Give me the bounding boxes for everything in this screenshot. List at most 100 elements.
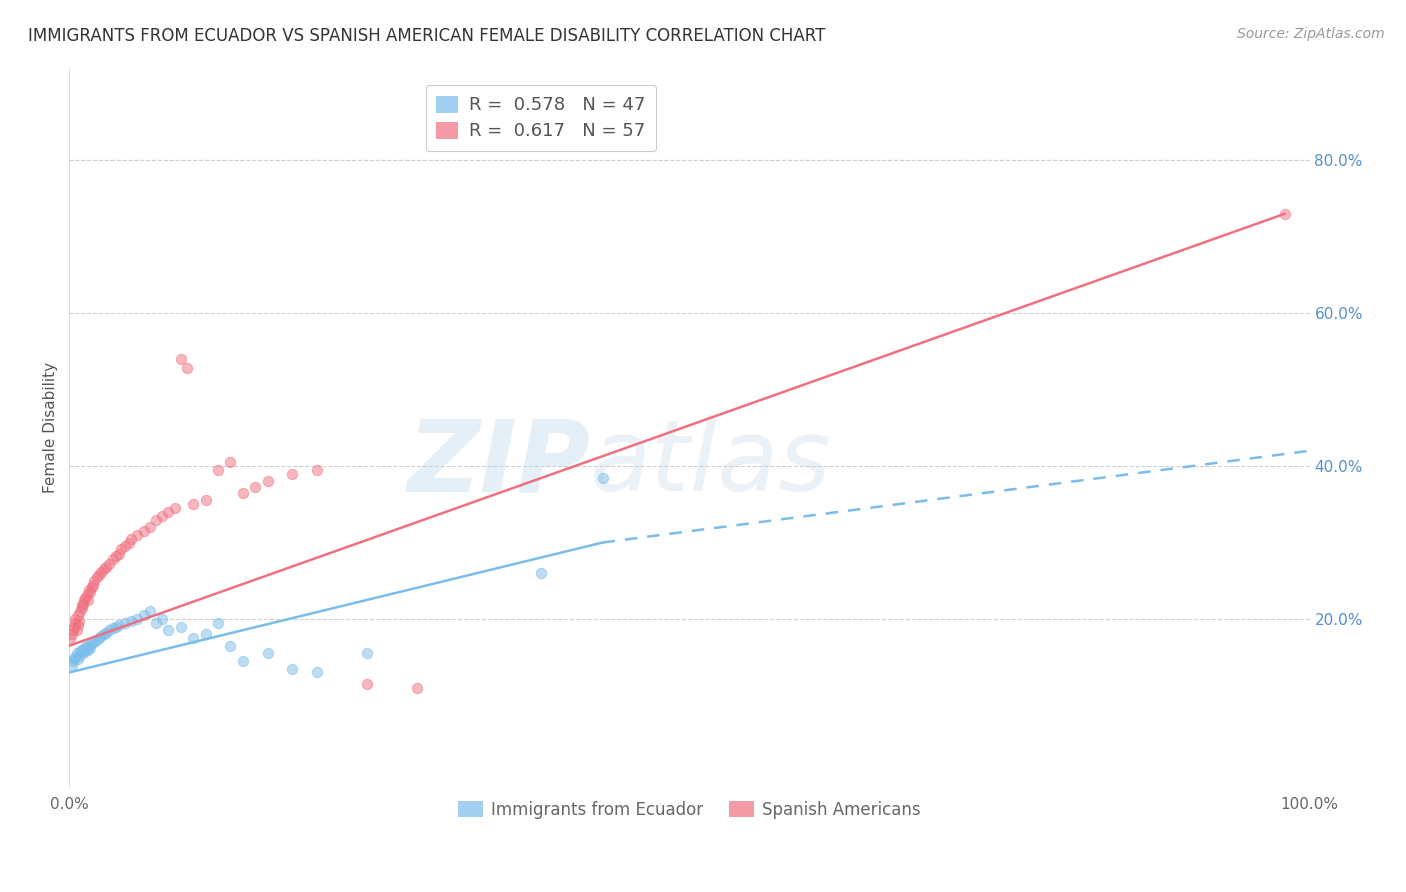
Point xyxy=(62,624,84,638)
Point xyxy=(181,631,204,645)
Point xyxy=(87,631,110,645)
Point xyxy=(69,604,91,618)
Point xyxy=(86,633,108,648)
Point xyxy=(69,644,91,658)
Point xyxy=(72,646,94,660)
Point xyxy=(93,562,115,576)
Point xyxy=(108,547,131,561)
Point xyxy=(592,470,614,484)
Point xyxy=(67,614,90,628)
Point xyxy=(207,463,229,477)
Point xyxy=(127,528,149,542)
Point xyxy=(150,508,173,523)
Point xyxy=(76,592,98,607)
Point xyxy=(307,665,329,680)
Point xyxy=(70,600,93,615)
Point xyxy=(86,570,108,584)
Point xyxy=(76,642,98,657)
Point xyxy=(62,654,84,668)
Point xyxy=(72,597,94,611)
Point xyxy=(256,475,278,489)
Point xyxy=(66,646,89,660)
Point xyxy=(97,557,120,571)
Point xyxy=(157,624,180,638)
Point xyxy=(281,662,304,676)
Point xyxy=(96,625,118,640)
Point xyxy=(256,646,278,660)
Point xyxy=(66,624,89,638)
Point xyxy=(65,612,87,626)
Point xyxy=(139,604,162,618)
Text: IMMIGRANTS FROM ECUADOR VS SPANISH AMERICAN FEMALE DISABILITY CORRELATION CHART: IMMIGRANTS FROM ECUADOR VS SPANISH AMERI… xyxy=(28,27,825,45)
Point xyxy=(105,619,128,633)
Point xyxy=(97,624,120,638)
Text: ZIP: ZIP xyxy=(408,416,591,512)
Point xyxy=(75,591,97,605)
Point xyxy=(79,640,101,655)
Point xyxy=(110,541,132,556)
Point xyxy=(79,585,101,599)
Point xyxy=(245,480,267,494)
Point xyxy=(101,552,124,566)
Point xyxy=(80,636,103,650)
Legend: Immigrants from Ecuador, Spanish Americans: Immigrants from Ecuador, Spanish America… xyxy=(451,794,927,826)
Point xyxy=(76,639,98,653)
Point xyxy=(93,627,115,641)
Point xyxy=(145,512,167,526)
Text: Source: ZipAtlas.com: Source: ZipAtlas.com xyxy=(1237,27,1385,41)
Point xyxy=(63,619,86,633)
Point xyxy=(59,631,82,645)
Point xyxy=(87,567,110,582)
Point xyxy=(139,520,162,534)
Point xyxy=(356,677,378,691)
Point xyxy=(145,615,167,630)
Point xyxy=(60,657,83,672)
Point xyxy=(219,455,242,469)
Point xyxy=(120,532,142,546)
Point xyxy=(70,642,93,657)
Point xyxy=(170,619,193,633)
Point xyxy=(66,608,89,623)
Point xyxy=(176,361,198,376)
Point xyxy=(73,640,96,655)
Point xyxy=(83,574,105,588)
Point xyxy=(101,621,124,635)
Text: atlas: atlas xyxy=(591,416,832,512)
Point xyxy=(219,639,242,653)
Point xyxy=(77,639,100,653)
Y-axis label: Female Disability: Female Disability xyxy=(44,362,58,493)
Point xyxy=(356,646,378,660)
Point xyxy=(83,635,105,649)
Point xyxy=(60,627,83,641)
Point xyxy=(108,618,131,632)
Point xyxy=(232,654,254,668)
Point xyxy=(170,352,193,367)
Point xyxy=(75,644,97,658)
Point xyxy=(181,497,204,511)
Point xyxy=(80,580,103,594)
Point xyxy=(1274,207,1296,221)
Point xyxy=(150,612,173,626)
Point xyxy=(132,524,155,538)
Point xyxy=(73,592,96,607)
Point xyxy=(77,582,100,597)
Point xyxy=(90,565,112,579)
Point xyxy=(207,615,229,630)
Point xyxy=(90,629,112,643)
Point xyxy=(157,505,180,519)
Point xyxy=(82,577,104,591)
Point xyxy=(114,539,136,553)
Point xyxy=(132,608,155,623)
Point xyxy=(194,627,217,641)
Point xyxy=(65,650,87,665)
Point xyxy=(66,618,89,632)
Point xyxy=(281,467,304,481)
Point xyxy=(96,560,118,574)
Point xyxy=(66,651,89,665)
Point xyxy=(194,493,217,508)
Point xyxy=(127,612,149,626)
Point xyxy=(67,648,90,663)
Point xyxy=(120,614,142,628)
Point xyxy=(63,651,86,665)
Point xyxy=(405,681,427,695)
